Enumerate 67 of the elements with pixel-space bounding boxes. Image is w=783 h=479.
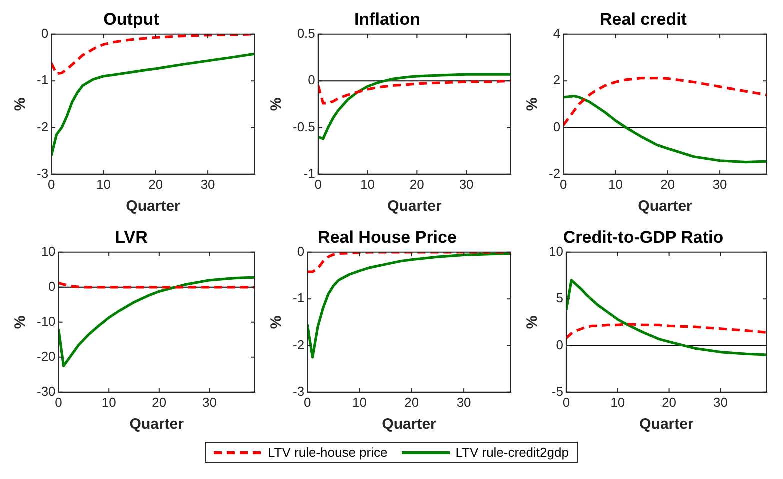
x-tick-label: 10 xyxy=(360,176,376,192)
x-tick-label: 10 xyxy=(608,176,623,192)
chart-title: Real credit xyxy=(600,10,688,29)
y-tick-label: 0 xyxy=(48,278,56,294)
legend-label: LTV rule-house price xyxy=(268,445,388,460)
x-tick-label: 20 xyxy=(662,394,677,410)
y-tick-label: 0 xyxy=(308,72,316,88)
x-axis-title: Quarter xyxy=(388,198,442,216)
y-tick-label: 0 xyxy=(297,244,305,259)
y-tick-label: -2 xyxy=(292,337,305,352)
y-tick-label: -3 xyxy=(36,166,49,181)
y-tick-label: -3 xyxy=(292,384,305,399)
chart-title: Output xyxy=(104,10,160,29)
line-series xyxy=(566,322,767,340)
line-series xyxy=(318,80,511,105)
y-tick-label: 0 xyxy=(553,119,561,134)
y-axis-title: % xyxy=(12,316,30,330)
y-tick-label: -30 xyxy=(36,384,56,399)
y-axis-title: % xyxy=(12,98,30,112)
x-tick-label: 20 xyxy=(410,176,424,192)
x-axis-title: Quarter xyxy=(130,416,184,434)
y-axis-title: % xyxy=(524,316,542,330)
x-axis-title: Quarter xyxy=(640,416,694,434)
y-tick-label: 0 xyxy=(41,26,49,41)
y-axis-title: % xyxy=(524,98,542,112)
y-tick-label: 10 xyxy=(548,244,564,259)
y-tick-label: 5 xyxy=(556,290,564,306)
x-tick-label: 30 xyxy=(202,394,217,410)
x-axis-title: Quarter xyxy=(382,416,437,434)
chart-title: Inflation xyxy=(354,10,421,29)
x-tick-label: 10 xyxy=(102,394,116,410)
y-tick-label: -1 xyxy=(36,72,49,88)
x-axis-title: Quarter xyxy=(638,198,693,216)
chart-title: Credit-to-GDP Ratio xyxy=(563,228,724,247)
y-tick-label: -1 xyxy=(304,166,316,181)
x-tick-label: 20 xyxy=(152,394,167,410)
x-tick-label: 10 xyxy=(96,176,111,192)
y-tick-label: -1 xyxy=(292,290,305,306)
y-tick-label: -20 xyxy=(36,348,56,364)
y-axis-title: % xyxy=(268,98,286,112)
y-tick-label: 10 xyxy=(41,244,56,259)
y-tick-label: 0.5 xyxy=(297,26,316,41)
legend-label: LTV rule-credit2gdp xyxy=(456,445,569,460)
y-tick-label: 4 xyxy=(553,26,561,41)
chart-title: Real House Price xyxy=(318,228,457,247)
x-axis-title: Quarter xyxy=(126,198,181,216)
line-series xyxy=(564,76,767,127)
x-tick-label: 30 xyxy=(456,394,472,410)
y-tick-label: -2 xyxy=(36,119,49,134)
x-tick-label: 10 xyxy=(610,394,626,410)
line-series xyxy=(308,252,511,274)
x-tick-label: 30 xyxy=(459,176,474,192)
y-tick-label: -0.5 xyxy=(292,119,316,134)
y-tick-label: 0 xyxy=(556,337,564,352)
y-tick-label: -5 xyxy=(552,384,564,399)
x-tick-label: 20 xyxy=(660,176,676,192)
y-tick-label: -10 xyxy=(36,314,56,329)
x-tick-label: 30 xyxy=(712,176,728,192)
x-tick-label: 30 xyxy=(200,176,216,192)
y-axis-title: % xyxy=(268,316,286,330)
y-tick-label: 2 xyxy=(553,72,561,88)
chart-title: LVR xyxy=(115,228,148,247)
x-tick-label: 30 xyxy=(713,394,728,410)
x-tick-label: 10 xyxy=(352,394,367,410)
x-tick-label: 20 xyxy=(148,176,164,192)
x-tick-label: 20 xyxy=(404,394,420,410)
y-tick-label: -2 xyxy=(548,166,561,181)
